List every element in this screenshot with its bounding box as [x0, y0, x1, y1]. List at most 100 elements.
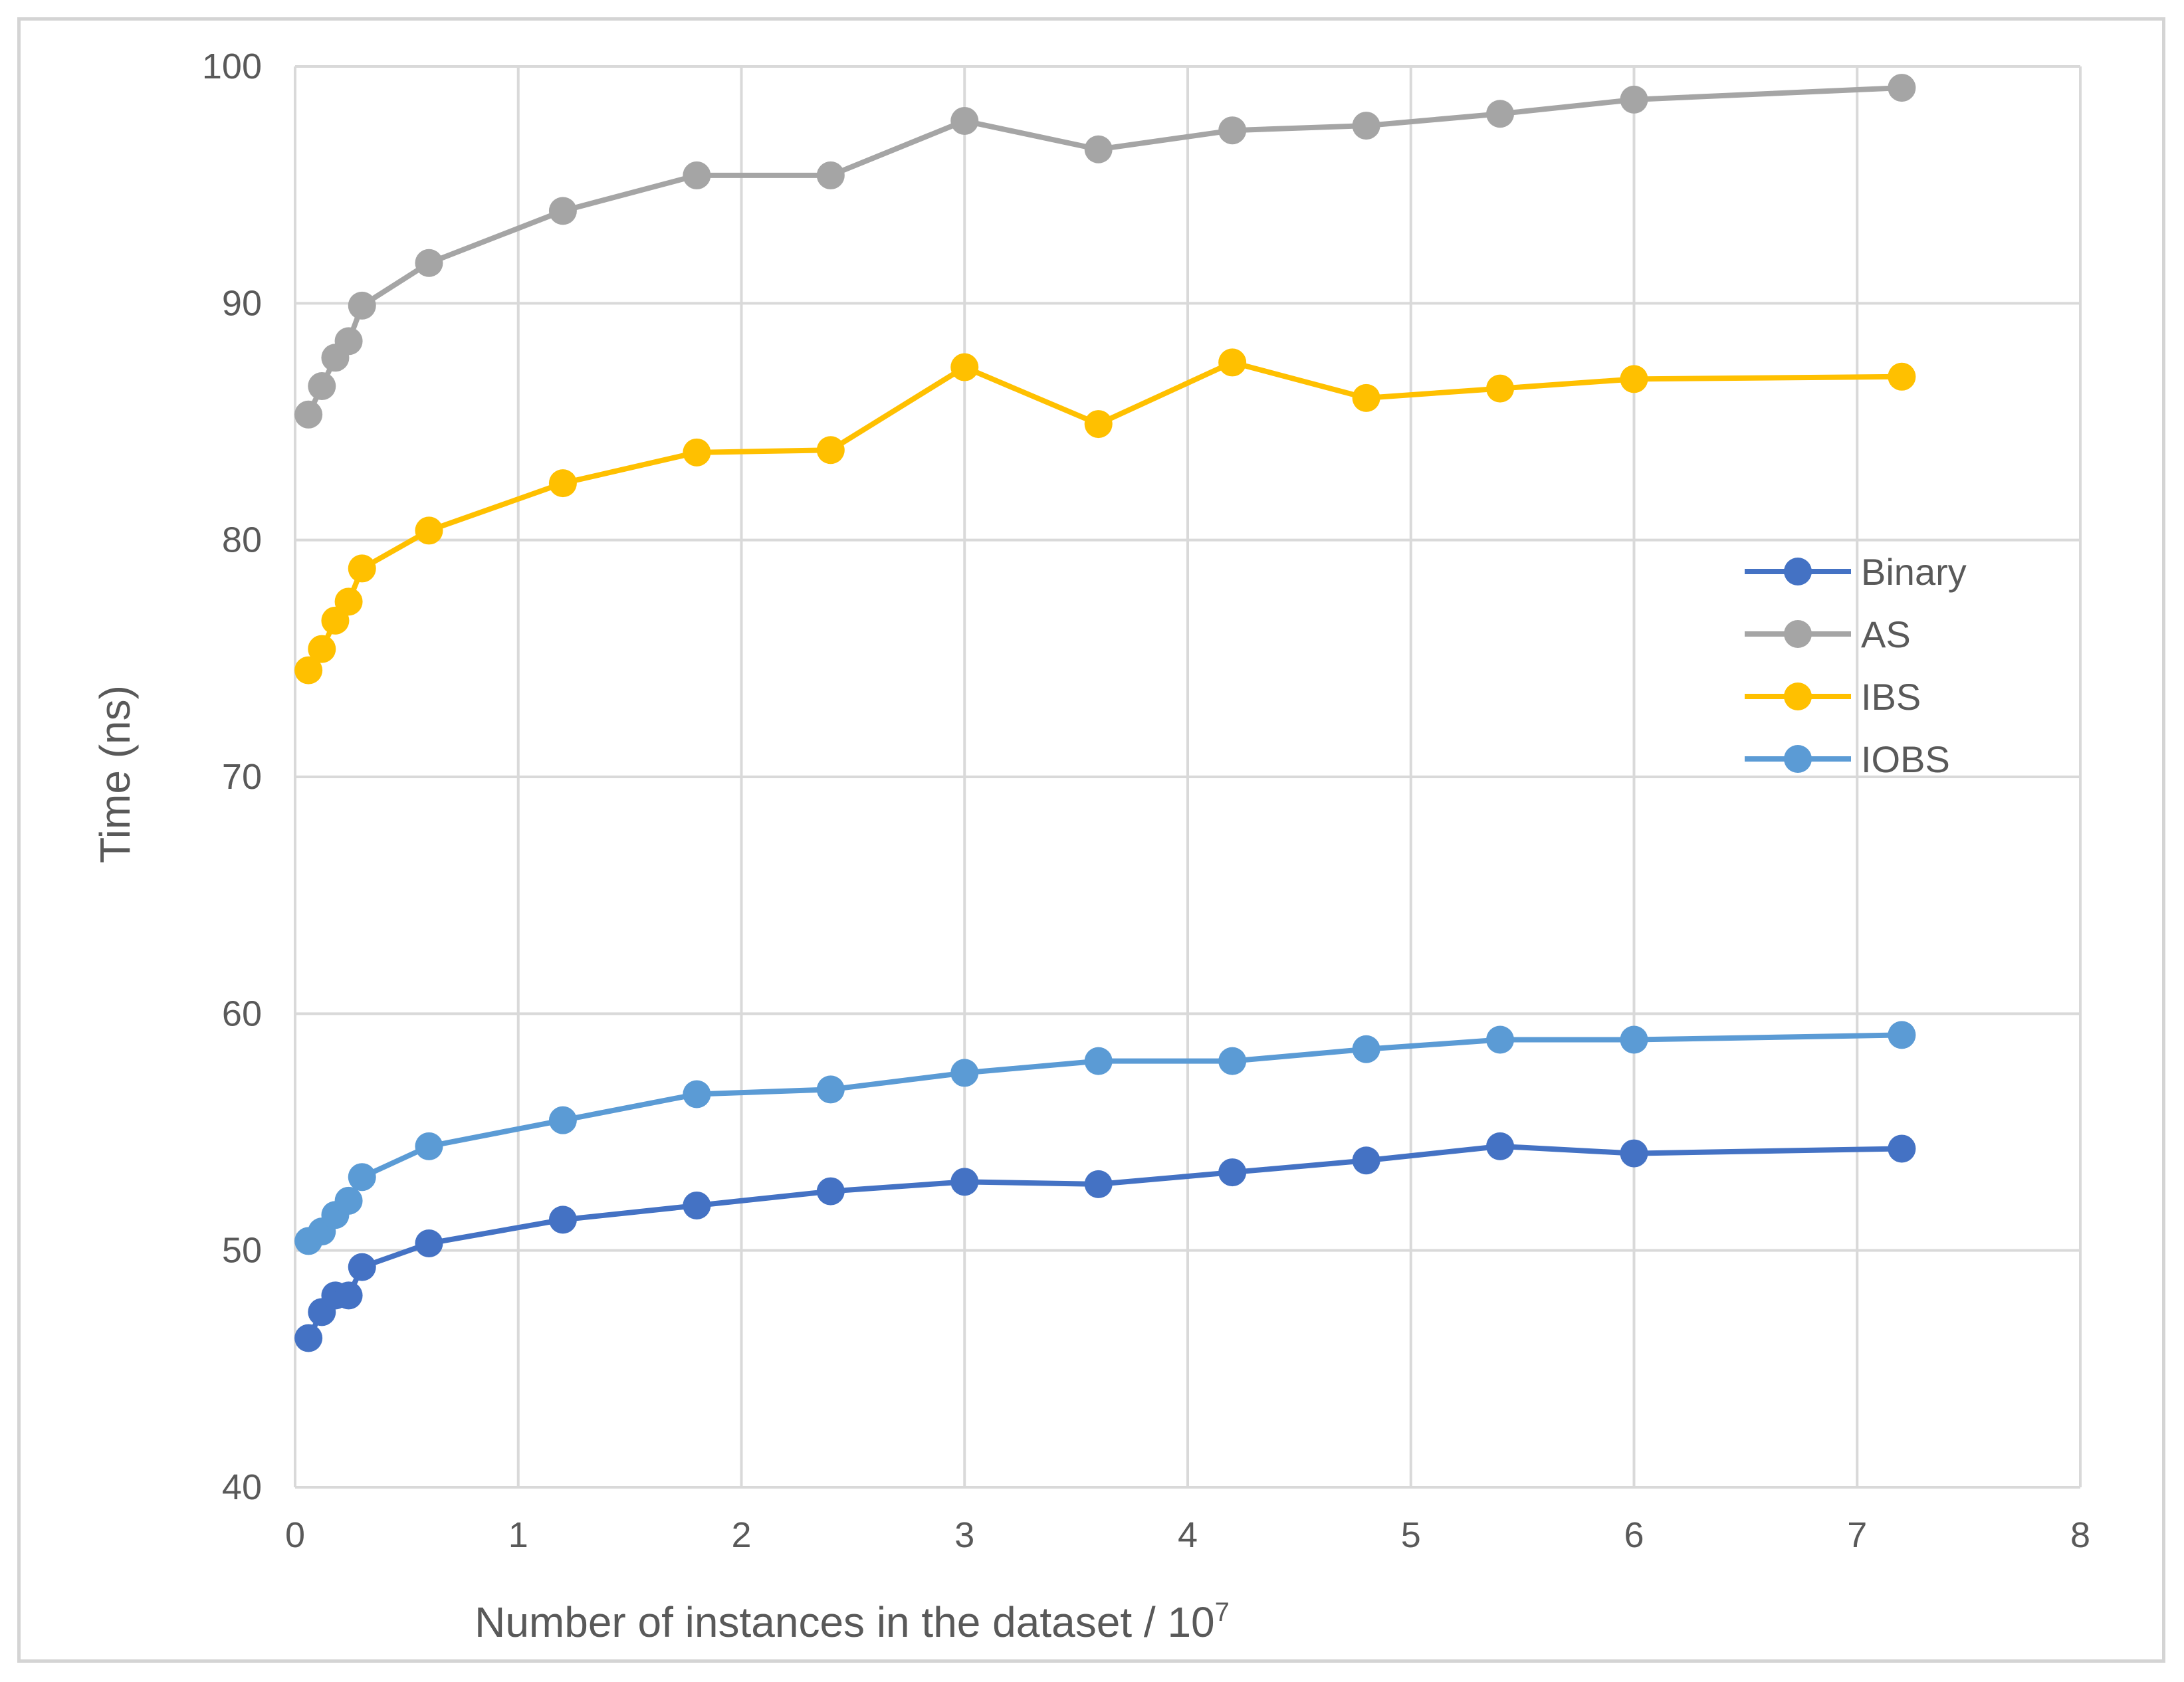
data-point-iobs-15: [1888, 1021, 1916, 1049]
data-point-iobs-9: [950, 1059, 979, 1087]
y-axis-ticks: 40 50 60 70 80 90 100: [202, 47, 262, 1507]
data-point-ibs-6: [548, 469, 577, 498]
y-tick-label-2: 60: [222, 994, 262, 1033]
data-point-binary-3: [334, 1281, 363, 1310]
data-point-iobs-10: [1084, 1047, 1113, 1075]
data-point-as-3: [334, 327, 363, 356]
data-point-ibs-4: [348, 554, 376, 583]
data-point-binary-8: [816, 1177, 845, 1206]
legend-marker-iobs: [1784, 745, 1812, 773]
legend-label-binary: Binary: [1861, 551, 1967, 593]
data-point-as-4: [348, 291, 376, 320]
data-point-ibs-5: [415, 516, 443, 545]
data-point-as-5: [415, 249, 443, 277]
data-point-binary-7: [683, 1191, 711, 1219]
legend-label-iobs: IOBS: [1861, 738, 1950, 780]
series-as: [294, 74, 1916, 429]
data-point-binary-15: [1888, 1134, 1916, 1163]
data-point-as-15: [1888, 74, 1916, 102]
data-point-binary-6: [548, 1206, 577, 1234]
legend-marker-binary: [1784, 558, 1812, 585]
series-line-ibs: [306, 360, 1902, 672]
legend-item-as: AS: [1745, 613, 1911, 655]
data-point-binary-13: [1486, 1132, 1515, 1160]
data-point-ibs-10: [1084, 410, 1113, 439]
x-axis-ticks: 0 1 2 3 4 5 6 7 8: [285, 1515, 2090, 1555]
data-point-binary-11: [1218, 1158, 1247, 1187]
y-tick-label-6: 100: [202, 47, 262, 86]
data-point-ibs-1: [308, 635, 336, 663]
data-point-iobs-12: [1352, 1035, 1380, 1063]
data-point-binary-14: [1620, 1139, 1648, 1168]
legend-marker-ibs: [1784, 683, 1812, 710]
data-point-binary-0: [294, 1324, 323, 1352]
x-tick-label-0: 0: [285, 1515, 305, 1555]
legend-item-ibs: IBS: [1745, 676, 1921, 718]
data-point-binary-12: [1352, 1146, 1380, 1175]
legend-item-iobs: IOBS: [1745, 738, 1950, 780]
y-tick-label-0: 40: [222, 1467, 262, 1507]
data-point-as-13: [1486, 100, 1515, 128]
data-point-as-12: [1352, 112, 1380, 140]
x-axis-title-exponent: 7: [1215, 1598, 1230, 1627]
data-point-iobs-3: [334, 1186, 363, 1215]
data-point-as-6: [548, 197, 577, 225]
x-tick-label-4: 4: [1178, 1515, 1198, 1555]
data-point-iobs-14: [1620, 1025, 1648, 1054]
x-axis-title-text: Number of instances in the dataset / 10: [475, 1598, 1215, 1646]
data-point-ibs-15: [1888, 362, 1916, 391]
legend-item-binary: Binary: [1745, 551, 1967, 593]
data-point-as-0: [294, 400, 323, 429]
data-point-binary-9: [950, 1168, 979, 1196]
data-point-ibs-8: [816, 436, 845, 465]
x-tick-label-1: 1: [508, 1515, 528, 1555]
x-tick-label-8: 8: [2070, 1515, 2090, 1555]
series-ibs: [294, 348, 1916, 684]
data-point-iobs-6: [548, 1106, 577, 1134]
data-point-iobs-4: [348, 1163, 376, 1192]
data-point-as-14: [1620, 85, 1648, 114]
data-point-iobs-8: [816, 1075, 845, 1104]
data-point-iobs-11: [1218, 1047, 1247, 1075]
y-tick-label-3: 70: [222, 757, 262, 797]
data-point-as-7: [683, 161, 711, 189]
series-iobs: [294, 1021, 1916, 1255]
data-point-binary-10: [1084, 1170, 1113, 1198]
y-tick-label-4: 80: [222, 520, 262, 560]
data-point-ibs-7: [683, 438, 711, 467]
data-point-iobs-7: [683, 1080, 711, 1108]
x-tick-label-7: 7: [1847, 1515, 1867, 1555]
data-point-as-8: [816, 161, 845, 189]
legend-label-as: AS: [1861, 613, 1911, 655]
x-tick-label-3: 3: [954, 1515, 974, 1555]
x-tick-label-6: 6: [1624, 1515, 1644, 1555]
y-tick-label-1: 50: [222, 1231, 262, 1271]
x-axis-title: Number of instances in the dataset / 107: [475, 1598, 1230, 1646]
data-point-ibs-11: [1218, 348, 1247, 377]
data-point-ibs-0: [294, 656, 323, 684]
data-point-ibs-3: [334, 587, 363, 616]
legend-marker-as: [1784, 620, 1812, 648]
gridlines: [294, 65, 2082, 1489]
data-point-as-10: [1084, 135, 1113, 163]
y-axis-title: Time (ns): [91, 685, 139, 863]
chart-frame: [17, 17, 2165, 1663]
series-line-as: [306, 85, 1902, 416]
data-point-iobs-5: [415, 1132, 443, 1160]
data-point-ibs-12: [1352, 383, 1380, 412]
data-point-binary-5: [415, 1229, 443, 1257]
data-point-binary-4: [348, 1253, 376, 1281]
legend-label-ibs: IBS: [1861, 676, 1921, 718]
data-point-ibs-9: [950, 353, 979, 381]
legend: Binary AS IBS IOBS: [1745, 551, 1967, 780]
data-point-as-9: [950, 106, 979, 135]
data-point-iobs-13: [1486, 1025, 1515, 1054]
data-point-ibs-13: [1486, 374, 1515, 403]
data-point-ibs-14: [1620, 365, 1648, 393]
data-point-as-1: [308, 372, 336, 401]
x-tick-label-5: 5: [1401, 1515, 1421, 1555]
y-tick-label-5: 90: [222, 283, 262, 323]
data-point-as-11: [1218, 116, 1247, 145]
x-tick-label-2: 2: [731, 1515, 751, 1555]
